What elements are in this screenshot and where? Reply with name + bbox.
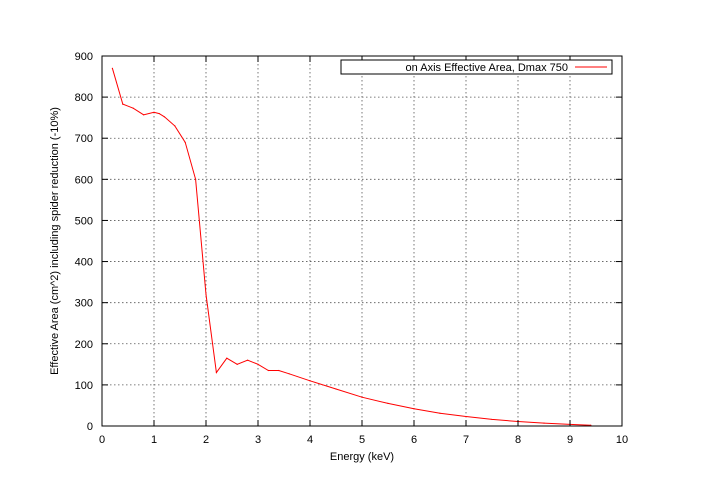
data-point [174,125,176,127]
data-point [132,107,134,109]
data-point [278,369,280,372]
data-point [111,67,113,69]
data-point [267,369,269,372]
data-point [215,371,217,374]
data-point [247,359,249,361]
data-point [413,408,415,410]
x-tick-label: 9 [567,434,573,446]
data-point [184,141,186,143]
y-tick-label: 0 [87,421,93,433]
y-tick-label: 800 [75,92,93,104]
x-tick-label: 4 [307,434,313,446]
data-point [122,103,124,105]
data-point [226,357,228,359]
data-point [143,114,145,116]
data-point [543,422,545,424]
x-tick-label: 3 [255,434,261,446]
data-point [590,424,592,426]
data-point [153,111,155,113]
data-point [465,415,467,418]
y-tick-label: 300 [75,298,93,310]
data-point [309,380,311,382]
data-point [158,112,160,115]
y-tick-label: 400 [75,257,93,269]
data-point [491,418,493,421]
data-point [439,412,441,414]
legend: on Axis Effective Area, Dmax 750 [340,59,613,75]
x-tick-label: 6 [411,434,417,446]
grid-lines [102,56,622,426]
x-tick-label: 2 [203,434,209,446]
data-point [387,402,389,404]
x-axis-label: Energy (keV) [330,451,394,463]
data-point [288,373,290,375]
data-point [163,116,165,118]
data-point [335,388,337,390]
y-axis-label: Effective Area (cm^2) including spider r… [49,107,61,375]
x-tick-label: 8 [515,434,521,446]
y-tick-label: 200 [75,339,93,351]
y-tick-label: 600 [75,174,93,186]
y-tick-label: 100 [75,380,93,392]
data-point [195,178,197,180]
data-point [236,363,238,365]
data-point [205,293,207,296]
data-point [257,363,259,365]
legend-box [340,59,613,75]
data-point [361,396,363,398]
x-tick-label: 10 [616,434,628,446]
x-tick-label: 5 [359,434,365,446]
legend-label: on Axis Effective Area, Dmax 750 [406,62,568,74]
x-tick-label: 1 [151,434,157,446]
series-layer [111,67,592,426]
y-tick-label: 900 [75,51,93,63]
y-tick-label: 500 [75,215,93,227]
y-tick-label: 700 [75,133,93,145]
x-tick-label: 7 [463,434,469,446]
x-tick-label: 0 [99,434,105,446]
